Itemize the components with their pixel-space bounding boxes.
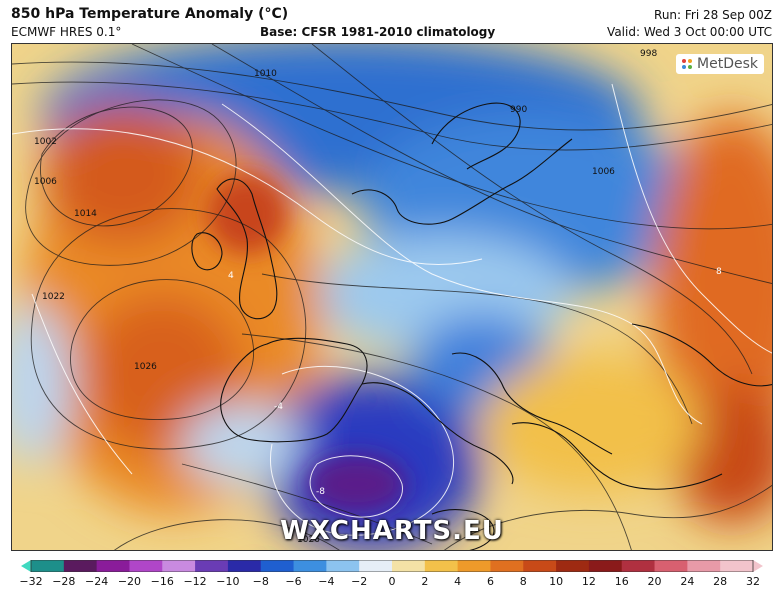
colorbar-tick-label: 16 xyxy=(614,575,629,588)
colorbar-segment xyxy=(359,560,393,572)
isobar-label: 1026 xyxy=(134,362,157,372)
colorbar-tick-label: 6 xyxy=(486,575,494,588)
colorbar-tick-label: 4 xyxy=(454,575,462,588)
colorbar-segment xyxy=(63,560,98,572)
colorbar-tick-label: 32 xyxy=(746,575,760,588)
isobar-label: 1002 xyxy=(34,137,57,147)
colorbar-segment xyxy=(720,560,754,572)
colorbar-segment xyxy=(162,560,196,572)
valid-time: Valid: Wed 3 Oct 00:00 UTC xyxy=(607,25,772,39)
colorbar-segment xyxy=(687,560,721,572)
isobar-label: 1006 xyxy=(34,177,57,187)
colorbar-segment xyxy=(424,560,459,572)
colorbar-tick-label: −20 xyxy=(117,575,142,588)
isobar-label: 1022 xyxy=(42,292,65,302)
colorbar-left-arrow xyxy=(21,560,31,572)
isobar-label: 990 xyxy=(510,105,527,115)
colorbar-tick-label: 20 xyxy=(647,575,662,588)
isobar-label: 998 xyxy=(640,49,657,59)
colorbar-segment xyxy=(490,560,524,572)
anomaly-map: 1002 1006 1010 1014 1022 1026 998 990 10… xyxy=(11,43,773,551)
colorbar-tick-label: −4 xyxy=(318,575,335,588)
colorbar-ticks: −32 −28 −24 −20 −16 −12 −10 −8 −6 −4 −2 0 2 4 6 8 10 12 16… xyxy=(19,575,763,591)
colorbar-segment xyxy=(129,560,163,572)
wxcharts-watermark: WXCHARTS.EU xyxy=(280,516,504,546)
anomaly-label: -8 xyxy=(316,487,325,497)
colorbar-tick-label: 28 xyxy=(713,575,728,588)
colorbar-segment xyxy=(195,560,229,572)
colorbar xyxy=(21,560,763,572)
anomaly-label: -4 xyxy=(274,402,283,412)
colorbar-segment xyxy=(392,560,426,572)
colorbar-segment xyxy=(227,560,262,572)
model-label: ECMWF HRES 0.1° xyxy=(11,25,122,39)
colorbar-segment xyxy=(293,560,327,572)
colorbar-tick-label: 12 xyxy=(581,575,596,588)
colorbar-tick-label: −8 xyxy=(252,575,269,588)
metdesk-logo-text: MetDesk xyxy=(697,56,758,72)
colorbar-segment xyxy=(31,560,65,572)
colorbar-segment xyxy=(96,560,130,572)
colorbar-tick-label: −24 xyxy=(85,575,109,588)
chart-title: 850 hPa Temperature Anomaly (°C) xyxy=(11,6,289,22)
colorbar-tick-label: −28 xyxy=(52,575,76,588)
metdesk-logo-icon xyxy=(682,59,693,69)
colorbar-tick-label: −6 xyxy=(285,575,302,588)
colorbar-tick-label: −12 xyxy=(183,575,207,588)
colorbar-tick-label: 0 xyxy=(388,575,396,588)
climatology-label: Base: CFSR 1981-2010 climatology xyxy=(260,25,496,39)
colorbar-segment xyxy=(523,560,557,572)
colorbar-segment xyxy=(588,560,623,572)
isobar-label: 1014 xyxy=(74,209,97,219)
isobar-label: 1026 xyxy=(297,535,320,545)
colorbar-tick-label: 10 xyxy=(549,575,564,588)
isobar-label: 1006 xyxy=(592,167,615,177)
colorbar-tick-label: −2 xyxy=(351,575,368,588)
map-graphic: 1002 1006 1010 1014 1022 1026 998 990 10… xyxy=(12,44,772,550)
colorbar-segment xyxy=(556,560,590,572)
colorbar-tick-label: −16 xyxy=(150,575,174,588)
anomaly-label: 8 xyxy=(716,267,722,277)
run-time: Run: Fri 28 Sep 00Z xyxy=(654,8,772,22)
colorbar-segment xyxy=(260,560,295,572)
colorbar-right-arrow xyxy=(753,560,763,572)
colorbar-segment xyxy=(621,560,656,572)
metdesk-logo: MetDesk xyxy=(676,54,764,74)
colorbar-tick-label: 8 xyxy=(519,575,527,588)
colorbar-tick-label: −10 xyxy=(216,575,240,588)
colorbar-segment xyxy=(457,560,491,572)
anomaly-label: 4 xyxy=(228,271,234,281)
isobar-label: 1010 xyxy=(254,69,277,79)
colorbar-frame xyxy=(30,560,754,572)
colorbar-segment xyxy=(326,560,360,572)
colorbar-tick-label: 24 xyxy=(680,575,695,588)
colorbar-tick-label: 2 xyxy=(421,575,429,588)
colorbar-tick-label: −32 xyxy=(19,575,43,588)
colorbar-segment xyxy=(654,560,688,572)
